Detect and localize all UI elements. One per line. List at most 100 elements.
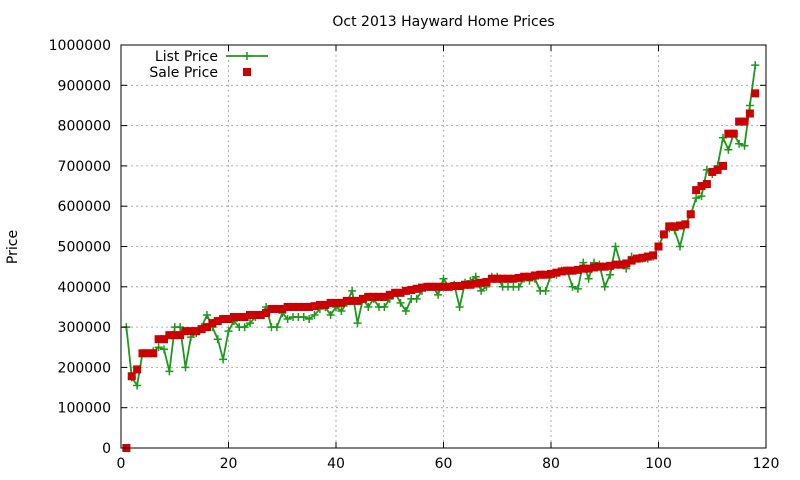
sale-price-point bbox=[509, 274, 518, 283]
sale-price-point bbox=[391, 288, 400, 297]
list-price-point bbox=[133, 381, 142, 390]
list-price-point bbox=[310, 311, 319, 320]
list-price-point bbox=[471, 272, 480, 281]
list-price-point bbox=[751, 61, 760, 70]
sale-price-point bbox=[745, 109, 754, 118]
list-price-point bbox=[401, 306, 410, 315]
sale-price-point bbox=[348, 296, 357, 305]
sale-price-point bbox=[428, 282, 437, 291]
sale-price-point bbox=[358, 294, 367, 303]
y-tick-label: 800000 bbox=[58, 119, 111, 135]
series-sale-price bbox=[122, 89, 760, 452]
y-tick-label: 1000000 bbox=[49, 38, 111, 54]
list-price-point bbox=[240, 323, 249, 332]
series-list-price bbox=[122, 61, 760, 390]
sale-price-point bbox=[643, 252, 652, 261]
sale-price-point bbox=[208, 319, 217, 328]
list-price-point bbox=[724, 145, 733, 154]
sale-price-point bbox=[536, 270, 545, 279]
x-tick-label: 60 bbox=[435, 456, 453, 472]
sale-price-point bbox=[627, 256, 636, 265]
legend-label-sale-price: Sale Price bbox=[149, 65, 218, 81]
sale-price-point bbox=[471, 279, 480, 288]
sale-price-point bbox=[444, 282, 453, 291]
sale-price-point bbox=[229, 313, 238, 322]
sale-price-point bbox=[482, 277, 491, 286]
list-price-point bbox=[611, 242, 620, 251]
list-price-point bbox=[160, 345, 168, 354]
y-tick-label: 200000 bbox=[58, 360, 111, 376]
list-price-point bbox=[181, 363, 190, 372]
list-price-point bbox=[272, 323, 281, 332]
sale-price-point bbox=[219, 315, 228, 324]
sale-price-point bbox=[493, 274, 502, 283]
sale-price-point bbox=[568, 266, 577, 275]
y-tick-label: 600000 bbox=[58, 199, 111, 215]
list-price-point bbox=[455, 302, 464, 311]
list-price-point bbox=[283, 315, 292, 324]
sale-price-point bbox=[326, 298, 335, 307]
sale-price-point bbox=[342, 296, 351, 305]
sale-price-point bbox=[504, 274, 512, 283]
sale-price-point bbox=[600, 262, 609, 271]
sale-price-point bbox=[708, 167, 717, 176]
list-price-point bbox=[305, 315, 314, 324]
list-price-point bbox=[246, 319, 254, 328]
sale-price-point bbox=[412, 284, 421, 293]
list-price-point bbox=[165, 367, 174, 376]
sale-price-point bbox=[170, 331, 179, 340]
sale-price-point bbox=[616, 260, 625, 269]
list-price-point bbox=[299, 313, 308, 322]
list-price-point bbox=[380, 302, 389, 311]
sale-price-point bbox=[735, 117, 744, 126]
sale-price-point bbox=[541, 270, 550, 279]
x-tick-label: 0 bbox=[117, 456, 126, 472]
sale-price-point bbox=[702, 180, 711, 189]
sale-price-point bbox=[165, 331, 174, 340]
list-price-point bbox=[477, 286, 486, 295]
sale-price-point bbox=[633, 254, 641, 263]
sale-price-point bbox=[676, 221, 684, 230]
y-tick-label: 100000 bbox=[58, 401, 111, 417]
x-axis: 0 20 40 60 80 100 120 bbox=[117, 45, 779, 472]
sale-price-point bbox=[638, 253, 647, 262]
list-price-point bbox=[584, 274, 593, 283]
sale-price-point bbox=[154, 335, 163, 344]
list-price-point bbox=[412, 294, 421, 303]
sale-price-point bbox=[514, 273, 523, 282]
sale-price-point bbox=[299, 302, 308, 311]
y-tick-label: 500000 bbox=[58, 240, 111, 256]
sale-price-point bbox=[461, 280, 469, 289]
list-price-point bbox=[364, 302, 373, 311]
list-price-point bbox=[154, 343, 163, 352]
sale-price-point bbox=[321, 300, 330, 309]
list-price-point bbox=[348, 286, 357, 295]
sale-price-point bbox=[530, 271, 539, 280]
list-price-point bbox=[541, 286, 550, 295]
list-price-point bbox=[573, 284, 582, 293]
sale-price-point bbox=[192, 327, 201, 336]
sale-price-point bbox=[579, 264, 588, 273]
sale-price-point bbox=[127, 372, 136, 381]
list-price-point bbox=[740, 141, 749, 150]
x-tick-label: 40 bbox=[327, 456, 345, 472]
sale-price-point bbox=[369, 292, 378, 301]
sale-price-point bbox=[439, 282, 448, 291]
sale-price-point bbox=[557, 267, 566, 276]
sale-price-point bbox=[423, 282, 432, 291]
sale-price-point bbox=[573, 265, 582, 274]
x-tick-label: 20 bbox=[220, 456, 238, 472]
sale-price-point bbox=[143, 349, 152, 358]
sale-price-point bbox=[654, 242, 663, 251]
x-tick-label: 100 bbox=[645, 456, 672, 472]
sale-price-point bbox=[487, 274, 496, 283]
sale-price-point bbox=[149, 349, 158, 358]
list-price-point bbox=[203, 311, 211, 320]
sale-price-point bbox=[375, 292, 383, 301]
sale-price-point bbox=[337, 298, 346, 307]
sale-price-point bbox=[455, 281, 464, 290]
sale-price-point bbox=[246, 311, 254, 320]
list-price-point bbox=[692, 194, 701, 203]
list-price-point bbox=[176, 323, 185, 332]
